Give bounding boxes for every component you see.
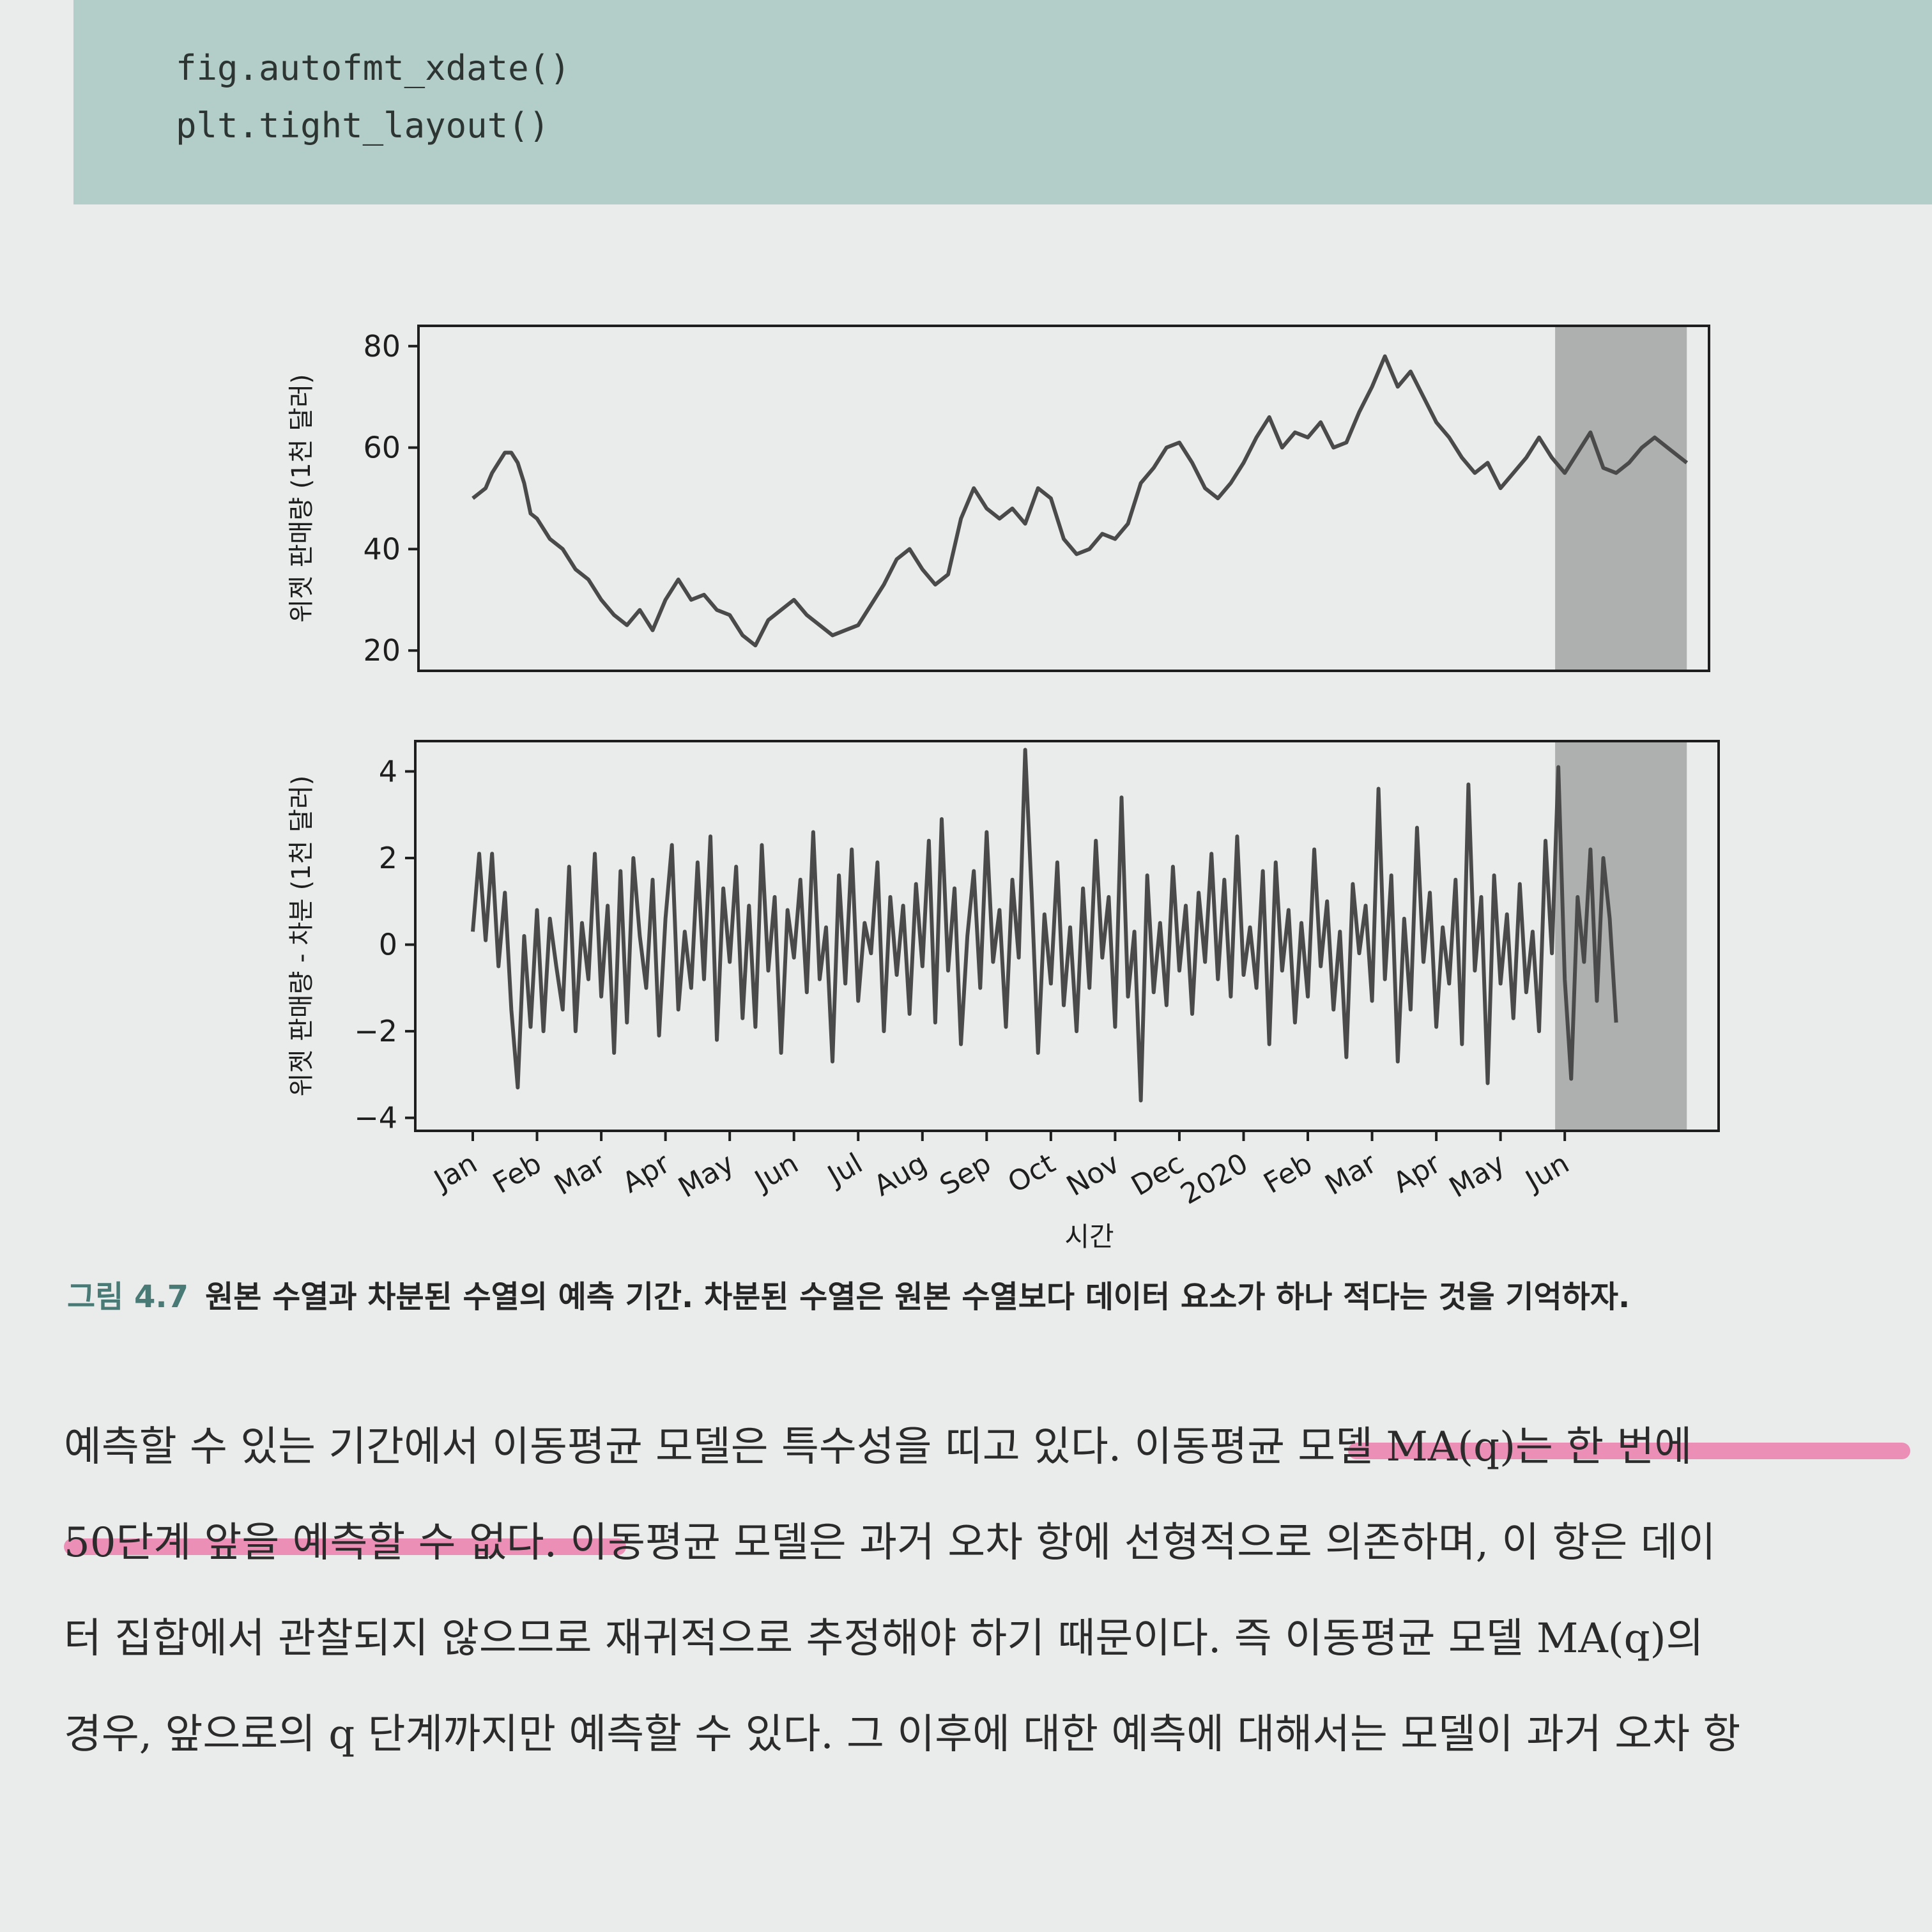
highlight-mark-1	[1348, 1443, 1910, 1459]
panel-original-series: 20 40 60 80 위젯 판매량 (1천 달러)	[287, 325, 1710, 672]
y-tick-label: 20	[363, 633, 401, 668]
code-line-2: plt.tight_layout()	[176, 105, 550, 146]
y-tick-label: 4	[379, 754, 397, 788]
y-ticks-bottom: −4 −2 0 2 4	[354, 754, 415, 1135]
y-axis-label-bottom: 위젯 판매량 - 차분 (1천 달러)	[287, 776, 316, 1097]
x-tick-label: Mar	[1320, 1147, 1383, 1202]
body-paragraph: 예측할 수 있는 기간에서 이동평균 모델은 특수성을 띠고 있다. 이동평균 …	[64, 1399, 1932, 1782]
x-tick-label: Jun	[1519, 1147, 1575, 1198]
y-tick-label: 60	[363, 431, 401, 465]
plot-frame-top	[417, 325, 1710, 672]
x-tick-label: Nov	[1061, 1147, 1125, 1202]
x-tick-label: Oct	[1002, 1147, 1061, 1199]
x-tick-label: Aug	[868, 1147, 932, 1202]
x-tick-label: Jan	[427, 1147, 483, 1198]
x-tick-label: Feb	[487, 1147, 547, 1200]
x-tick-label: Apr	[1388, 1147, 1446, 1200]
differenced-series-line	[471, 747, 1618, 1103]
figure-number: 그림 4.7	[67, 1279, 189, 1315]
x-tick-label: May	[673, 1147, 739, 1204]
x-tick-label: Mar	[549, 1147, 611, 1202]
x-tick-label: Apr	[617, 1147, 676, 1200]
original-series-line	[471, 354, 1689, 648]
forecast-period-shade-top	[1555, 326, 1687, 671]
y-tick-label: −4	[354, 1101, 397, 1135]
y-tick-label: −2	[354, 1014, 397, 1048]
highlight-mark-2	[64, 1538, 626, 1555]
y-axis-label-top: 위젯 판매량 (1천 달러)	[287, 374, 316, 622]
y-ticks-top: 20 40 60 80	[363, 329, 418, 668]
x-tick-label: Feb	[1259, 1147, 1318, 1200]
caption-text: 원본 수열과 차분된 수열의 예측 기간. 차분된 수열은 원본 수열보다 데이…	[205, 1279, 1630, 1315]
x-tick-label: 2020	[1176, 1147, 1254, 1211]
code-line-1: fig.autofmt_xdate()	[176, 48, 571, 88]
x-tick-label: Sep	[934, 1147, 996, 1202]
figure-caption: 그림 4.7 원본 수열과 차분된 수열의 예측 기간. 차분된 수열은 원본 수…	[67, 1271, 1907, 1316]
body-line-1: 예측할 수 있는 기간에서 이동평균 모델은 특수성을 띠고 있다. 이동평균 …	[64, 1423, 1692, 1471]
y-tick-label: 2	[379, 841, 397, 875]
body-line-4: 경우, 앞으로의 q 단계까지만 예측할 수 있다. 그 이후에 대한 예측에 …	[64, 1711, 1741, 1758]
x-tick-label: May	[1444, 1147, 1510, 1204]
y-tick-label: 40	[363, 532, 401, 566]
plot-frame-bottom	[414, 740, 1720, 1132]
body-line-2: 50단계 앞을 예측할 수 없다. 이동평균 모델은 과거 오차 항에 선형적으…	[64, 1519, 1716, 1567]
x-tick-label: Dec	[1126, 1147, 1189, 1202]
y-tick-label: 0	[379, 928, 397, 962]
x-tick-label: Jul	[821, 1147, 868, 1193]
y-tick-label: 80	[363, 329, 401, 364]
x-tick-label: Jun	[748, 1147, 804, 1198]
x-axis-label: 시간	[1064, 1221, 1114, 1252]
code-block: fig.autofmt_xdate() plt.tight_layout()	[73, 0, 1932, 204]
body-line-3: 터 집합에서 관찰되지 않으므로 재귀적으로 추정해야 하기 때문이다. 즉 이…	[64, 1615, 1704, 1662]
